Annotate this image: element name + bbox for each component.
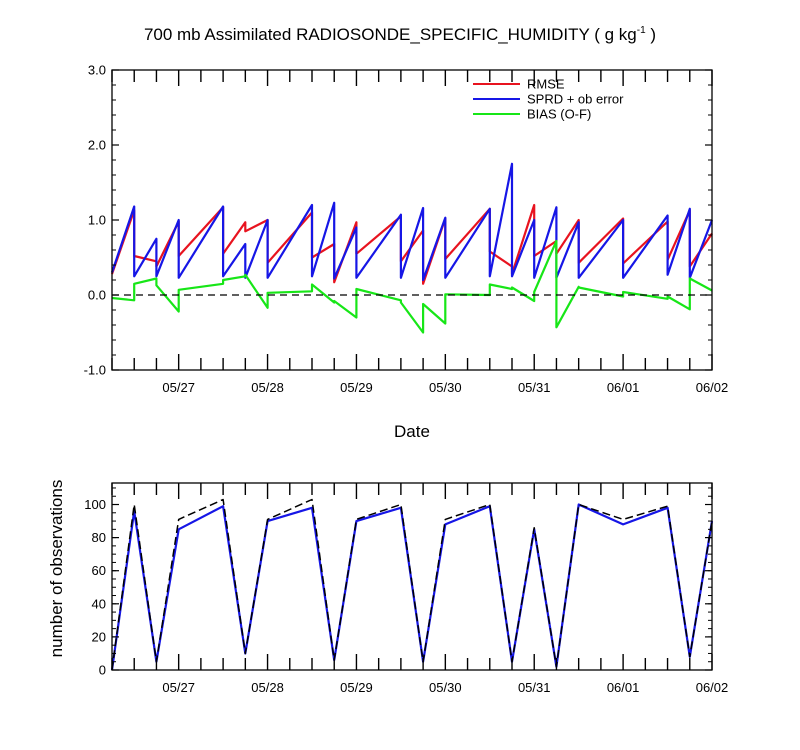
bottom-ytick-label: 100 — [84, 497, 106, 512]
top-axis-ticks: -1.0 0.0 1.0 2.0 3.0 05/27 05/28 05/29 05/30 05/3… — [84, 63, 729, 396]
y-axis-label-observations: number of observations — [47, 480, 66, 658]
bottom-xtick-label: 05/30 — [429, 680, 462, 695]
top-series-sprd-ob-error — [110, 162, 714, 282]
top-xtick-label: 05/29 — [340, 380, 373, 395]
chart-title: 700 mb Assimilated RADIOSONDE_SPECIFIC_H… — [144, 25, 656, 44]
top-series-group — [110, 162, 714, 334]
bottom-panel: 0 20 40 60 80 100 05/27 05/28 05/29 05/30 05/31 06/… — [47, 480, 728, 695]
legend-label: RMSE — [527, 77, 565, 92]
top-xtick-label: 05/30 — [429, 380, 462, 395]
bottom-xtick-label: 06/02 — [696, 680, 729, 695]
bottom-xtick-label: 05/31 — [518, 680, 551, 695]
bottom-xtick-label: 05/28 — [251, 680, 284, 695]
top-ytick-label: 1.0 — [88, 213, 106, 228]
bottom-ytick-label: 0 — [99, 663, 106, 678]
bottom-ytick-label: 80 — [92, 530, 106, 545]
top-series-bias-o-f — [111, 239, 713, 334]
top-plot-frame — [111, 69, 713, 371]
legend-label: BIAS (O-F) — [527, 107, 591, 122]
bottom-xtick-label: 05/29 — [340, 680, 373, 695]
top-xtick-label: 06/01 — [607, 380, 640, 395]
bottom-series-assimilated — [110, 503, 714, 671]
top-xtick-label: 06/02 — [696, 380, 729, 395]
top-xtick-label: 05/31 — [518, 380, 551, 395]
bottom-ytick-label: 40 — [92, 596, 106, 611]
bottom-xtick-label: 05/27 — [162, 680, 195, 695]
bottom-axis-ticks: 0 20 40 60 80 100 05/27 05/28 05/29 05/30 05/31 06/… — [84, 483, 728, 695]
top-ytick-label: 0.0 — [88, 288, 106, 303]
top-xtick-label: 05/28 — [251, 380, 284, 395]
top-panel: -1.0 0.0 1.0 2.0 3.0 05/27 05/28 05/29 05/30 05/3… — [84, 63, 729, 442]
bottom-xtick-label: 06/01 — [607, 680, 640, 695]
top-xtick-label: 05/27 — [162, 380, 195, 395]
bottom-plot-frame — [111, 482, 713, 671]
bottom-series-group — [110, 498, 714, 671]
x-axis-label: Date — [394, 422, 430, 441]
top-ytick-label: 2.0 — [88, 138, 106, 153]
top-ytick-label: -1.0 — [84, 363, 106, 378]
top-ytick-label: 3.0 — [88, 63, 106, 78]
bottom-ytick-label: 60 — [92, 563, 106, 578]
bottom-series-total — [111, 498, 713, 671]
bottom-ytick-label: 20 — [92, 629, 106, 644]
legend-label: SPRD + ob error — [527, 92, 624, 107]
